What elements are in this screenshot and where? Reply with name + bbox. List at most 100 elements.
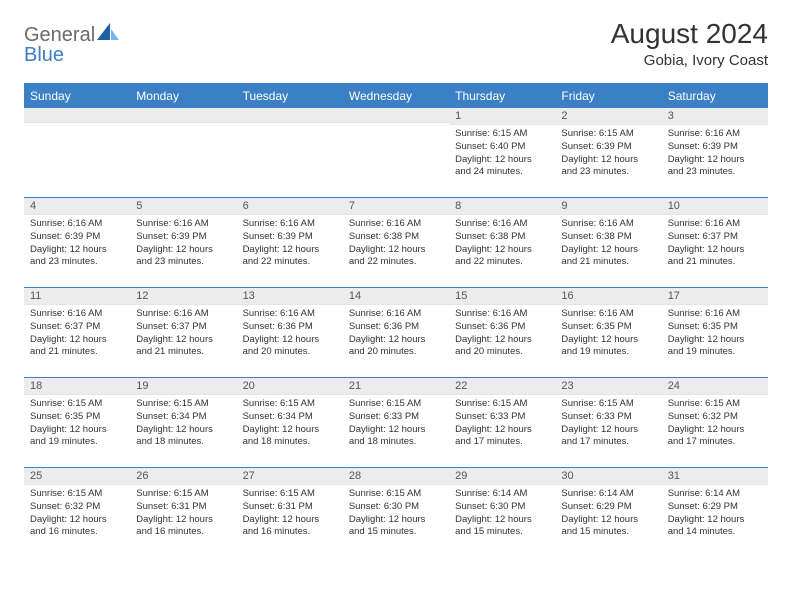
daylight-text: Daylight: 12 hours and 19 minutes. [561, 334, 655, 360]
calendar-day-cell: 10Sunrise: 6:16 AMSunset: 6:37 PMDayligh… [662, 198, 768, 288]
day-number: 8 [449, 198, 555, 215]
day-number: 25 [24, 468, 130, 485]
daylight-text: Daylight: 12 hours and 17 minutes. [668, 424, 762, 450]
sunset-text: Sunset: 6:39 PM [561, 141, 655, 154]
day-details: Sunrise: 6:16 AMSunset: 6:36 PMDaylight:… [449, 305, 555, 363]
day-details: Sunrise: 6:15 AMSunset: 6:34 PMDaylight:… [130, 395, 236, 453]
sunset-text: Sunset: 6:39 PM [668, 141, 762, 154]
calendar-day-cell: 30Sunrise: 6:14 AMSunset: 6:29 PMDayligh… [555, 468, 661, 558]
sunset-text: Sunset: 6:38 PM [455, 231, 549, 244]
calendar-week-row: 25Sunrise: 6:15 AMSunset: 6:32 PMDayligh… [24, 468, 768, 558]
daylight-text: Daylight: 12 hours and 16 minutes. [243, 514, 337, 540]
sunrise-text: Sunrise: 6:15 AM [243, 488, 337, 501]
day-details: Sunrise: 6:16 AMSunset: 6:39 PMDaylight:… [24, 215, 130, 273]
daylight-text: Daylight: 12 hours and 20 minutes. [455, 334, 549, 360]
day-number [130, 108, 236, 123]
sunrise-text: Sunrise: 6:15 AM [455, 398, 549, 411]
weekday-header: Sunday [24, 84, 130, 108]
weekday-header: Saturday [662, 84, 768, 108]
day-number [343, 108, 449, 123]
daylight-text: Daylight: 12 hours and 17 minutes. [561, 424, 655, 450]
sunset-text: Sunset: 6:38 PM [349, 231, 443, 244]
day-number: 31 [662, 468, 768, 485]
calendar-day-cell: 15Sunrise: 6:16 AMSunset: 6:36 PMDayligh… [449, 288, 555, 378]
calendar-day-cell: 24Sunrise: 6:15 AMSunset: 6:32 PMDayligh… [662, 378, 768, 468]
sail-icon [97, 23, 119, 47]
calendar-day-cell: 17Sunrise: 6:16 AMSunset: 6:35 PMDayligh… [662, 288, 768, 378]
weekday-header: Monday [130, 84, 236, 108]
day-number: 5 [130, 198, 236, 215]
calendar-day-cell: 12Sunrise: 6:16 AMSunset: 6:37 PMDayligh… [130, 288, 236, 378]
day-details: Sunrise: 6:16 AMSunset: 6:39 PMDaylight:… [662, 125, 768, 183]
day-number: 23 [555, 378, 661, 395]
calendar-day-cell: 13Sunrise: 6:16 AMSunset: 6:36 PMDayligh… [237, 288, 343, 378]
sunset-text: Sunset: 6:31 PM [136, 501, 230, 514]
daylight-text: Daylight: 12 hours and 15 minutes. [349, 514, 443, 540]
header: General August 2024 Gobia, Ivory Coast [24, 18, 768, 69]
calendar-week-row: 4Sunrise: 6:16 AMSunset: 6:39 PMDaylight… [24, 198, 768, 288]
day-number: 12 [130, 288, 236, 305]
location-subtitle: Gobia, Ivory Coast [611, 52, 768, 69]
sunrise-text: Sunrise: 6:16 AM [455, 218, 549, 231]
day-number: 24 [662, 378, 768, 395]
day-details: Sunrise: 6:15 AMSunset: 6:32 PMDaylight:… [24, 485, 130, 543]
daylight-text: Daylight: 12 hours and 18 minutes. [349, 424, 443, 450]
day-details: Sunrise: 6:15 AMSunset: 6:31 PMDaylight:… [237, 485, 343, 543]
sunset-text: Sunset: 6:33 PM [561, 411, 655, 424]
day-number: 18 [24, 378, 130, 395]
daylight-text: Daylight: 12 hours and 21 minutes. [561, 244, 655, 270]
day-details: Sunrise: 6:16 AMSunset: 6:35 PMDaylight:… [555, 305, 661, 363]
calendar-week-row: 18Sunrise: 6:15 AMSunset: 6:35 PMDayligh… [24, 378, 768, 468]
day-details: Sunrise: 6:16 AMSunset: 6:38 PMDaylight:… [343, 215, 449, 273]
calendar-week-row: 1Sunrise: 6:15 AMSunset: 6:40 PMDaylight… [24, 108, 768, 198]
sunrise-text: Sunrise: 6:16 AM [668, 128, 762, 141]
sunset-text: Sunset: 6:36 PM [243, 321, 337, 334]
sunrise-text: Sunrise: 6:15 AM [30, 398, 124, 411]
daylight-text: Daylight: 12 hours and 21 minutes. [136, 334, 230, 360]
calendar-day-cell: 25Sunrise: 6:15 AMSunset: 6:32 PMDayligh… [24, 468, 130, 558]
calendar-body: 1Sunrise: 6:15 AMSunset: 6:40 PMDaylight… [24, 108, 768, 558]
daylight-text: Daylight: 12 hours and 21 minutes. [30, 334, 124, 360]
daylight-text: Daylight: 12 hours and 23 minutes. [136, 244, 230, 270]
day-details: Sunrise: 6:15 AMSunset: 6:35 PMDaylight:… [24, 395, 130, 453]
day-details: Sunrise: 6:16 AMSunset: 6:36 PMDaylight:… [343, 305, 449, 363]
sunrise-text: Sunrise: 6:16 AM [349, 218, 443, 231]
calendar-day-cell: 28Sunrise: 6:15 AMSunset: 6:30 PMDayligh… [343, 468, 449, 558]
calendar-day-cell: 20Sunrise: 6:15 AMSunset: 6:34 PMDayligh… [237, 378, 343, 468]
daylight-text: Daylight: 12 hours and 23 minutes. [668, 154, 762, 180]
day-details: Sunrise: 6:16 AMSunset: 6:38 PMDaylight:… [449, 215, 555, 273]
month-title: August 2024 [611, 18, 768, 50]
sunset-text: Sunset: 6:36 PM [455, 321, 549, 334]
day-number: 22 [449, 378, 555, 395]
daylight-text: Daylight: 12 hours and 22 minutes. [349, 244, 443, 270]
brand-logo: General [24, 18, 119, 47]
sunset-text: Sunset: 6:31 PM [243, 501, 337, 514]
sunrise-text: Sunrise: 6:15 AM [243, 398, 337, 411]
sunrise-text: Sunrise: 6:15 AM [136, 488, 230, 501]
sunset-text: Sunset: 6:32 PM [30, 501, 124, 514]
calendar-day-cell: 2Sunrise: 6:15 AMSunset: 6:39 PMDaylight… [555, 108, 661, 198]
day-details: Sunrise: 6:16 AMSunset: 6:38 PMDaylight:… [555, 215, 661, 273]
sunset-text: Sunset: 6:30 PM [349, 501, 443, 514]
weekday-header: Thursday [449, 84, 555, 108]
day-details: Sunrise: 6:14 AMSunset: 6:29 PMDaylight:… [662, 485, 768, 543]
sunset-text: Sunset: 6:33 PM [349, 411, 443, 424]
daylight-text: Daylight: 12 hours and 16 minutes. [136, 514, 230, 540]
daylight-text: Daylight: 12 hours and 20 minutes. [243, 334, 337, 360]
weekday-header-row: Sunday Monday Tuesday Wednesday Thursday… [24, 84, 768, 108]
day-details: Sunrise: 6:16 AMSunset: 6:37 PMDaylight:… [662, 215, 768, 273]
day-details: Sunrise: 6:16 AMSunset: 6:37 PMDaylight:… [24, 305, 130, 363]
sunset-text: Sunset: 6:38 PM [561, 231, 655, 244]
day-number: 27 [237, 468, 343, 485]
calendar-day-cell: 5Sunrise: 6:16 AMSunset: 6:39 PMDaylight… [130, 198, 236, 288]
daylight-text: Daylight: 12 hours and 17 minutes. [455, 424, 549, 450]
calendar-day-cell: 21Sunrise: 6:15 AMSunset: 6:33 PMDayligh… [343, 378, 449, 468]
day-number: 6 [237, 198, 343, 215]
daylight-text: Daylight: 12 hours and 20 minutes. [349, 334, 443, 360]
day-details: Sunrise: 6:15 AMSunset: 6:40 PMDaylight:… [449, 125, 555, 183]
day-number: 21 [343, 378, 449, 395]
sunset-text: Sunset: 6:32 PM [668, 411, 762, 424]
day-details: Sunrise: 6:16 AMSunset: 6:39 PMDaylight:… [130, 215, 236, 273]
sunset-text: Sunset: 6:30 PM [455, 501, 549, 514]
sunrise-text: Sunrise: 6:15 AM [561, 398, 655, 411]
